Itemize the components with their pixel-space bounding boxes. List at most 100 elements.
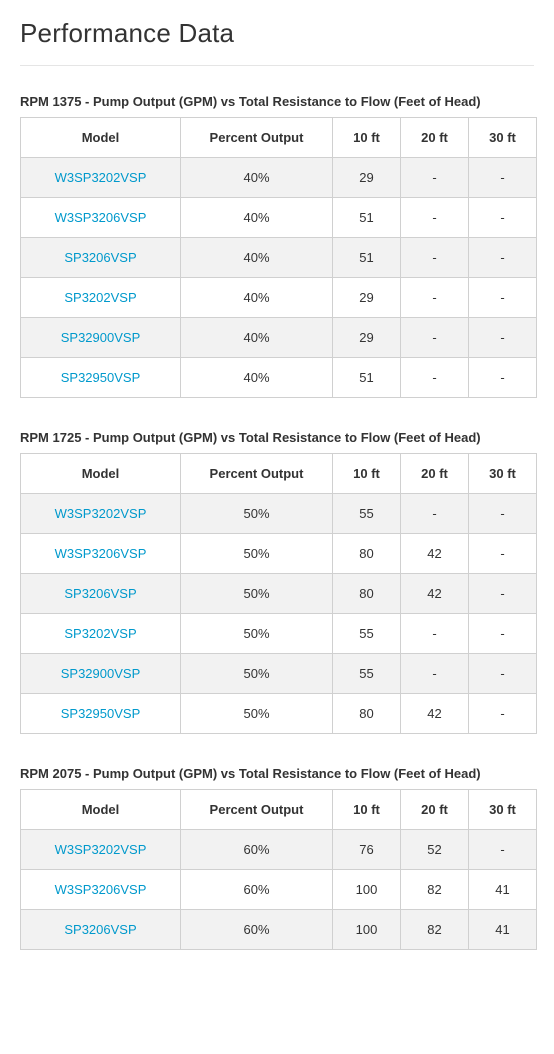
value-30ft-cell: -	[469, 318, 537, 358]
model-link[interactable]: SP3206VSP	[64, 586, 136, 601]
percent-output-cell: 40%	[181, 158, 333, 198]
value-20ft-cell: 42	[401, 694, 469, 734]
value-10ft-cell: 29	[333, 158, 401, 198]
value-20ft-cell: -	[401, 158, 469, 198]
table-row: SP3206VSP60%1008241	[21, 910, 537, 950]
percent-output-cell: 40%	[181, 278, 333, 318]
model-link[interactable]: SP3202VSP	[64, 290, 136, 305]
value-30ft-cell: 41	[469, 870, 537, 910]
model-cell: SP3202VSP	[21, 614, 181, 654]
value-10ft-cell: 51	[333, 358, 401, 398]
column-header: Model	[21, 118, 181, 158]
value-20ft-cell: -	[401, 494, 469, 534]
table-row: W3SP3202VSP60%7652-	[21, 830, 537, 870]
model-cell: SP32950VSP	[21, 694, 181, 734]
value-20ft-cell: -	[401, 318, 469, 358]
value-10ft-cell: 51	[333, 198, 401, 238]
model-link[interactable]: W3SP3206VSP	[55, 546, 147, 561]
value-10ft-cell: 51	[333, 238, 401, 278]
table-row: W3SP3202VSP50%55--	[21, 494, 537, 534]
model-cell: W3SP3206VSP	[21, 534, 181, 574]
percent-output-cell: 60%	[181, 870, 333, 910]
table-section: RPM 1375 - Pump Output (GPM) vs Total Re…	[20, 94, 534, 398]
model-cell: SP32950VSP	[21, 358, 181, 398]
value-30ft-cell: -	[469, 278, 537, 318]
column-header: 10 ft	[333, 118, 401, 158]
value-10ft-cell: 80	[333, 694, 401, 734]
column-header: Model	[21, 790, 181, 830]
model-link[interactable]: W3SP3202VSP	[55, 506, 147, 521]
table-row: SP3206VSP40%51--	[21, 238, 537, 278]
column-header: Percent Output	[181, 790, 333, 830]
value-10ft-cell: 80	[333, 534, 401, 574]
value-20ft-cell: -	[401, 358, 469, 398]
percent-output-cell: 40%	[181, 238, 333, 278]
table-row: SP32900VSP50%55--	[21, 654, 537, 694]
value-30ft-cell: -	[469, 694, 537, 734]
model-link[interactable]: SP3206VSP	[64, 250, 136, 265]
value-10ft-cell: 55	[333, 494, 401, 534]
value-10ft-cell: 100	[333, 910, 401, 950]
model-link[interactable]: SP32950VSP	[61, 370, 141, 385]
column-header: 20 ft	[401, 118, 469, 158]
value-30ft-cell: -	[469, 614, 537, 654]
model-link[interactable]: W3SP3202VSP	[55, 842, 147, 857]
percent-output-cell: 50%	[181, 694, 333, 734]
model-cell: SP3206VSP	[21, 238, 181, 278]
value-20ft-cell: -	[401, 614, 469, 654]
model-link[interactable]: SP32900VSP	[61, 666, 141, 681]
column-header: 10 ft	[333, 790, 401, 830]
column-header: 30 ft	[469, 454, 537, 494]
model-link[interactable]: SP32950VSP	[61, 706, 141, 721]
table-row: W3SP3202VSP40%29--	[21, 158, 537, 198]
model-link[interactable]: SP3206VSP	[64, 922, 136, 937]
divider	[20, 65, 534, 66]
percent-output-cell: 50%	[181, 534, 333, 574]
table-row: SP3202VSP50%55--	[21, 614, 537, 654]
model-link[interactable]: SP3202VSP	[64, 626, 136, 641]
model-cell: SP3202VSP	[21, 278, 181, 318]
table-title: RPM 1725 - Pump Output (GPM) vs Total Re…	[20, 430, 534, 445]
model-link[interactable]: W3SP3202VSP	[55, 170, 147, 185]
table-title: RPM 1375 - Pump Output (GPM) vs Total Re…	[20, 94, 534, 109]
column-header: Model	[21, 454, 181, 494]
column-header: 20 ft	[401, 454, 469, 494]
table-row: W3SP3206VSP50%8042-	[21, 534, 537, 574]
column-header: 10 ft	[333, 454, 401, 494]
model-link[interactable]: W3SP3206VSP	[55, 882, 147, 897]
tables-container: RPM 1375 - Pump Output (GPM) vs Total Re…	[20, 94, 534, 950]
value-30ft-cell: -	[469, 654, 537, 694]
percent-output-cell: 50%	[181, 574, 333, 614]
value-30ft-cell: -	[469, 358, 537, 398]
value-30ft-cell: -	[469, 198, 537, 238]
value-20ft-cell: -	[401, 198, 469, 238]
model-cell: SP3206VSP	[21, 574, 181, 614]
table-row: W3SP3206VSP40%51--	[21, 198, 537, 238]
value-10ft-cell: 55	[333, 614, 401, 654]
table-section: RPM 2075 - Pump Output (GPM) vs Total Re…	[20, 766, 534, 950]
table-title: RPM 2075 - Pump Output (GPM) vs Total Re…	[20, 766, 534, 781]
table-row: SP32950VSP 50%8042-	[21, 694, 537, 734]
performance-table: ModelPercent Output10 ft20 ft30 ftW3SP32…	[20, 789, 537, 950]
value-30ft-cell: -	[469, 238, 537, 278]
value-20ft-cell: 42	[401, 574, 469, 614]
table-row: SP3202VSP40%29--	[21, 278, 537, 318]
value-20ft-cell: -	[401, 278, 469, 318]
value-10ft-cell: 29	[333, 278, 401, 318]
percent-output-cell: 60%	[181, 830, 333, 870]
value-20ft-cell: -	[401, 238, 469, 278]
value-10ft-cell: 100	[333, 870, 401, 910]
performance-table: ModelPercent Output10 ft20 ft30 ftW3SP32…	[20, 453, 537, 734]
model-cell: SP32900VSP	[21, 318, 181, 358]
percent-output-cell: 40%	[181, 318, 333, 358]
value-10ft-cell: 55	[333, 654, 401, 694]
value-30ft-cell: -	[469, 494, 537, 534]
table-section: RPM 1725 - Pump Output (GPM) vs Total Re…	[20, 430, 534, 734]
value-30ft-cell: -	[469, 534, 537, 574]
percent-output-cell: 50%	[181, 614, 333, 654]
model-cell: SP3206VSP	[21, 910, 181, 950]
model-link[interactable]: SP32900VSP	[61, 330, 141, 345]
column-header: Percent Output	[181, 454, 333, 494]
model-link[interactable]: W3SP3206VSP	[55, 210, 147, 225]
model-cell: SP32900VSP	[21, 654, 181, 694]
